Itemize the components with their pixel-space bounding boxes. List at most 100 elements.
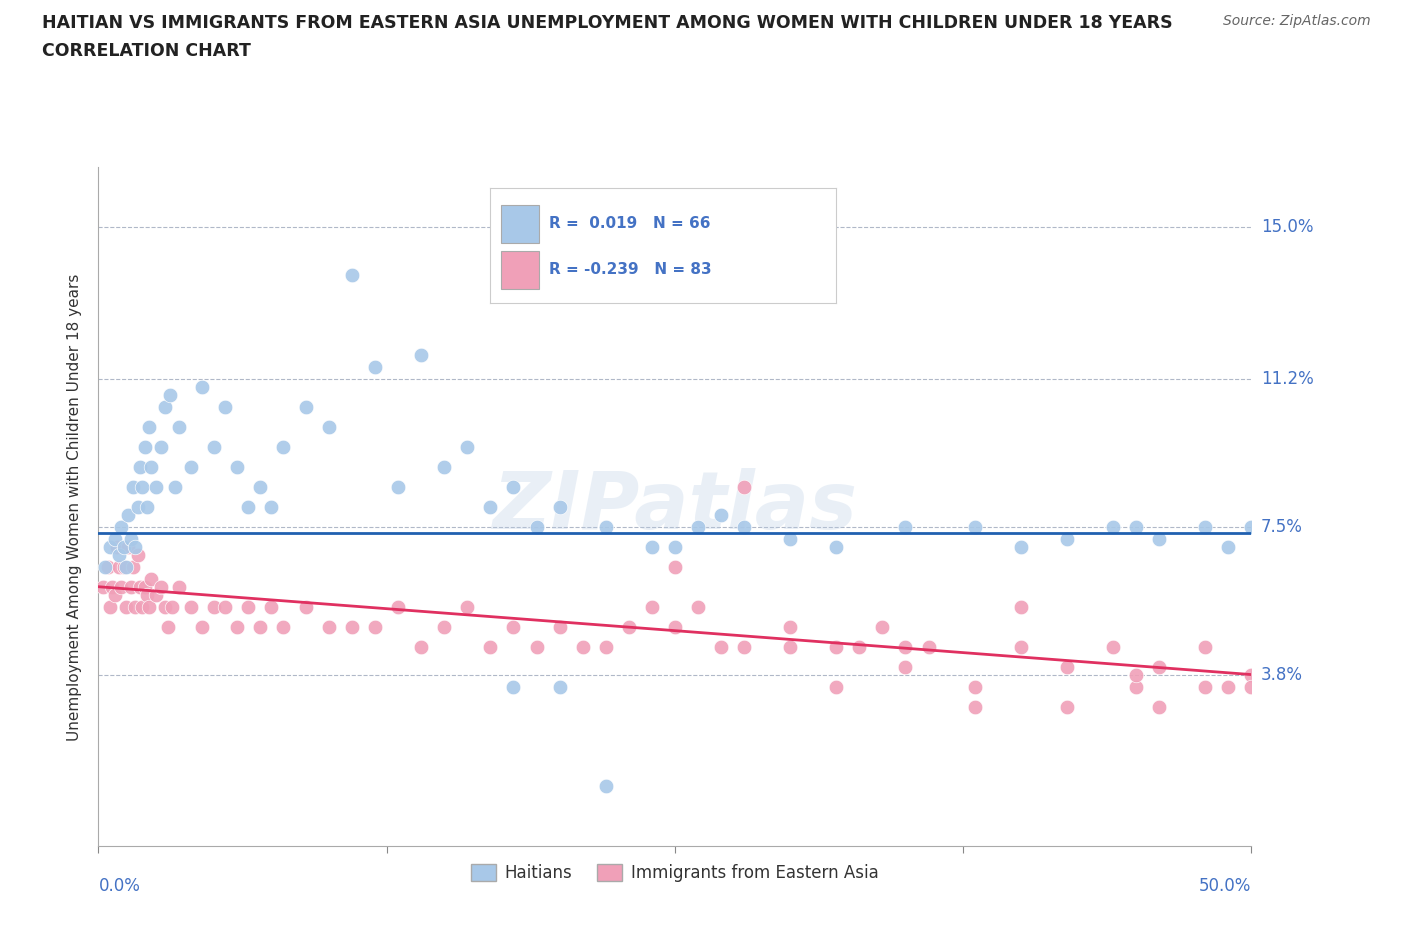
Point [1125, 679, 1147, 694]
Point [249, 480, 271, 495]
Text: 7.5%: 7.5% [1261, 518, 1303, 536]
Point [779, 639, 801, 654]
Point [124, 599, 146, 614]
Point [155, 400, 177, 415]
Point [1056, 659, 1078, 674]
Point [295, 599, 318, 614]
Text: 0.0%: 0.0% [98, 877, 141, 895]
Point [98, 539, 121, 554]
Point [98, 599, 121, 614]
Point [963, 699, 986, 714]
Point [318, 619, 340, 634]
Point [271, 619, 294, 634]
Point [1240, 667, 1263, 682]
Point [664, 619, 686, 634]
Point [733, 519, 755, 534]
Point [180, 459, 202, 474]
Point [103, 531, 125, 546]
Point [686, 599, 709, 614]
Point [595, 639, 617, 654]
Text: 3.8%: 3.8% [1261, 666, 1303, 684]
Point [595, 519, 617, 534]
Point [160, 599, 183, 614]
Text: HAITIAN VS IMMIGRANTS FROM EASTERN ASIA UNEMPLOYMENT AMONG WOMEN WITH CHILDREN U: HAITIAN VS IMMIGRANTS FROM EASTERN ASIA … [42, 14, 1173, 32]
Point [1056, 699, 1078, 714]
Point [214, 400, 236, 415]
Point [149, 440, 172, 455]
Point [159, 388, 181, 403]
Point [433, 619, 456, 634]
Point [202, 440, 225, 455]
Point [1194, 679, 1216, 694]
Point [135, 499, 157, 514]
Point [1102, 639, 1125, 654]
Point [825, 679, 848, 694]
Point [138, 599, 160, 614]
Point [101, 579, 124, 594]
Point [1125, 519, 1147, 534]
Point [167, 419, 190, 434]
Text: ZIPatlas: ZIPatlas [492, 468, 858, 546]
Point [548, 499, 571, 514]
Point [167, 579, 190, 594]
Point [134, 579, 156, 594]
Text: 11.2%: 11.2% [1261, 370, 1313, 388]
Point [115, 599, 138, 614]
Point [848, 639, 870, 654]
Point [456, 440, 478, 455]
Point [112, 559, 135, 574]
Point [340, 619, 363, 634]
Point [387, 480, 409, 495]
Point [340, 268, 363, 283]
Point [526, 639, 548, 654]
Point [872, 619, 894, 634]
Point [963, 679, 986, 694]
Point [595, 779, 617, 794]
Point [110, 519, 132, 534]
Point [733, 480, 755, 495]
Point [124, 539, 146, 554]
Point [122, 480, 145, 495]
Y-axis label: Unemployment Among Women with Children Under 18 years: Unemployment Among Women with Children U… [67, 273, 83, 740]
Point [917, 639, 939, 654]
Point [894, 659, 917, 674]
Point [149, 579, 172, 594]
Point [103, 587, 125, 602]
Point [963, 519, 986, 534]
Point [131, 599, 153, 614]
Point [271, 440, 294, 455]
Point [91, 579, 114, 594]
Point [155, 599, 177, 614]
Point [1147, 531, 1170, 546]
Point [411, 639, 433, 654]
Point [238, 599, 260, 614]
Point [664, 539, 686, 554]
Point [617, 619, 640, 634]
Point [387, 599, 409, 614]
Point [120, 531, 142, 546]
Point [122, 559, 145, 574]
Point [191, 619, 214, 634]
Point [249, 619, 271, 634]
Point [134, 440, 156, 455]
Point [180, 599, 202, 614]
Point [1147, 699, 1170, 714]
Point [479, 499, 502, 514]
Point [131, 480, 153, 495]
Point [1102, 519, 1125, 534]
Point [779, 531, 801, 546]
Point [1240, 679, 1263, 694]
Point [664, 559, 686, 574]
Point [433, 459, 456, 474]
Point [127, 499, 149, 514]
Legend: Haitians, Immigrants from Eastern Asia: Haitians, Immigrants from Eastern Asia [464, 857, 886, 889]
Point [214, 599, 236, 614]
Point [364, 619, 387, 634]
Point [120, 579, 142, 594]
Point [710, 508, 733, 523]
Point [117, 539, 139, 554]
Text: CORRELATION CHART: CORRELATION CHART [42, 42, 252, 60]
Point [502, 679, 524, 694]
Point [526, 519, 548, 534]
Point [1240, 519, 1263, 534]
